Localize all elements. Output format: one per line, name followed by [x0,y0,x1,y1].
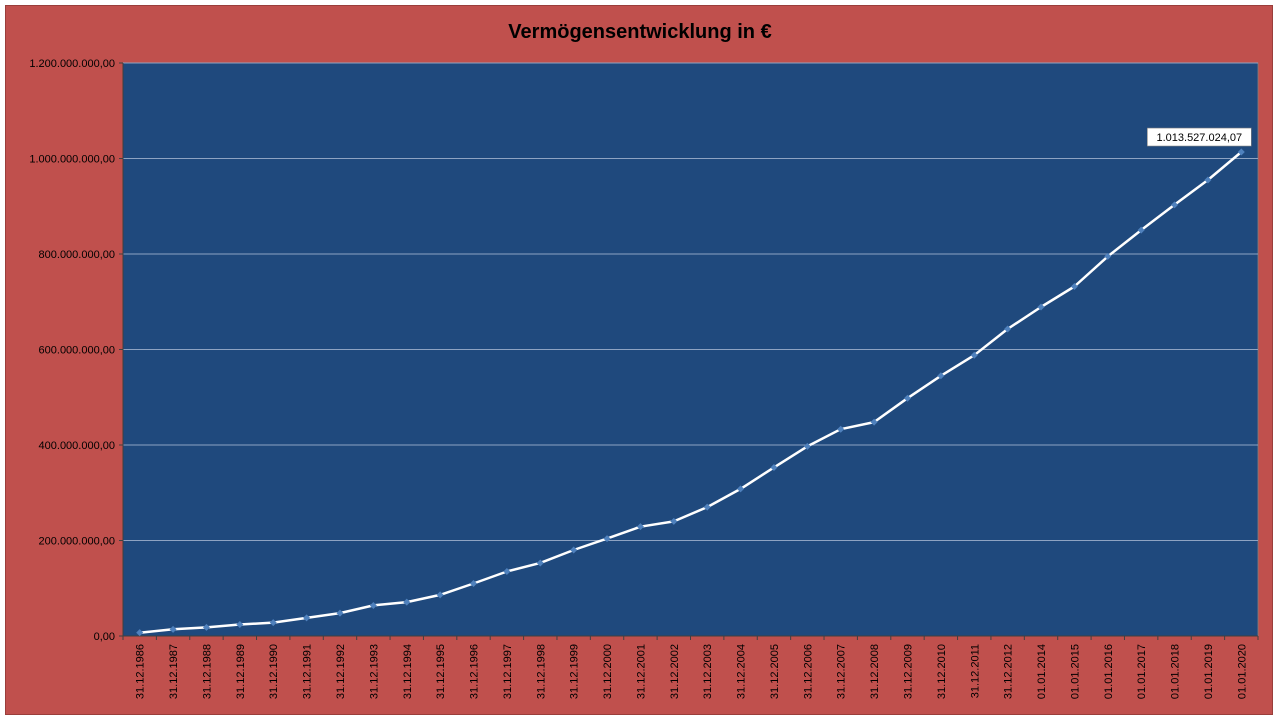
data-point [903,394,911,402]
x-tick-label: 31.12.2000 [602,644,614,699]
x-tick-label: 01.01.2016 [1103,644,1115,699]
data-point [1070,282,1078,290]
series-line [139,151,1243,634]
x-tick-label: 31.12.1999 [569,644,581,699]
data-point [870,418,878,426]
x-tick-label: 31.12.1986 [135,644,147,699]
y-tick-label: 1.200.000.000,00 [29,58,115,70]
x-tick-label: 31.12.1988 [201,644,213,699]
line-chart: Vermögensentwicklung in € 0,00 200.000.00… [29,21,1259,699]
data-point [1037,303,1045,311]
data-point [1171,201,1179,209]
x-tick-label: 31.12.2012 [1003,644,1015,699]
data-point [536,559,544,567]
x-tick-label: 31.12.1990 [268,644,280,699]
x-tick-label: 31.12.1995 [435,644,447,699]
x-tick-label: 31.12.1991 [302,644,314,699]
data-point [470,579,478,587]
x-tick-label: 01.01.2017 [1136,644,1148,699]
x-tick-label: 31.12.1989 [235,644,247,699]
data-labels: 1.013.527.024,07 [1147,127,1252,147]
data-label: 1.013.527.024,07 [1156,132,1242,144]
data-point [336,609,344,617]
data-point [937,372,945,380]
data-point [703,503,711,511]
data-point [269,619,277,627]
x-tick-label: 31.12.2008 [869,644,881,699]
data-point [236,621,244,629]
data-point [1004,325,1012,333]
data-point [636,523,644,531]
data-point [1204,176,1212,184]
data-point [770,463,778,471]
gridlines [123,62,1258,541]
data-point [169,625,177,633]
y-tick-label: 200.000.000,00 [39,536,115,548]
data-point [369,601,377,609]
x-tick-label: 31.12.1996 [469,644,481,699]
y-axis: 0,00 200.000.000,00 400.000.000,00 600.000.… [29,58,124,643]
y-tick-label: 600.000.000,00 [39,345,115,357]
data-point [503,568,511,576]
series [136,148,1245,637]
x-tick-label: 31.12.2011 [969,644,981,698]
x-tick-label: 31.12.2004 [736,644,748,699]
data-point [837,425,845,433]
x-tick-label: 31.12.1987 [168,644,180,699]
x-tick-label: 31.12.2001 [635,644,647,699]
data-point [1137,226,1145,234]
x-tick-label: 31.12.1992 [335,644,347,699]
data-point [803,442,811,450]
data-point [970,351,978,359]
x-tick-label: 31.12.2003 [702,644,714,699]
y-tick-label: 800.000.000,00 [39,249,115,261]
x-tick-label: 31.12.2010 [936,644,948,699]
x-tick-label: 31.12.1997 [502,644,514,699]
data-point [1104,252,1112,260]
data-point [670,517,678,525]
data-point [603,535,611,543]
data-label-box [1147,127,1252,147]
y-tick-label: 400.000.000,00 [39,440,115,452]
data-point [1237,148,1245,156]
y-tick-label: 1.000.000.000,00 [29,154,115,166]
data-point [202,623,210,631]
x-tick-label: 31.12.1998 [535,644,547,699]
x-tick-label: 01.01.2020 [1236,644,1248,699]
y-tick-label: 0,00 [94,631,115,643]
x-tick-label: 01.01.2018 [1170,644,1182,699]
x-tick-label: 31.12.1994 [402,644,414,699]
chart-frame: Vermögensentwicklung in € 0,00 200.000.00… [5,5,1273,715]
x-tick-label: 01.01.2019 [1203,644,1215,699]
x-axis: 31.12.1986 31.12.1987 31.12.1988 31.12.1989… [122,635,1259,699]
x-tick-label: 31.12.2009 [902,644,914,699]
x-tick-label: 31.12.2007 [836,644,848,699]
data-point [136,629,144,637]
data-point [403,598,411,606]
x-tick-label: 01.01.2015 [1069,644,1081,699]
x-tick-label: 31.12.1993 [368,644,380,699]
x-tick-label: 31.12.2005 [769,644,781,699]
data-point [737,485,745,493]
data-point [570,546,578,554]
x-tick-label: 01.01.2014 [1036,644,1048,699]
data-point [303,614,311,622]
data-point [436,591,444,599]
chart-title: Vermögensentwicklung in € [508,21,771,43]
x-tick-label: 31.12.2002 [669,644,681,699]
x-tick-label: 31.12.2006 [802,644,814,699]
